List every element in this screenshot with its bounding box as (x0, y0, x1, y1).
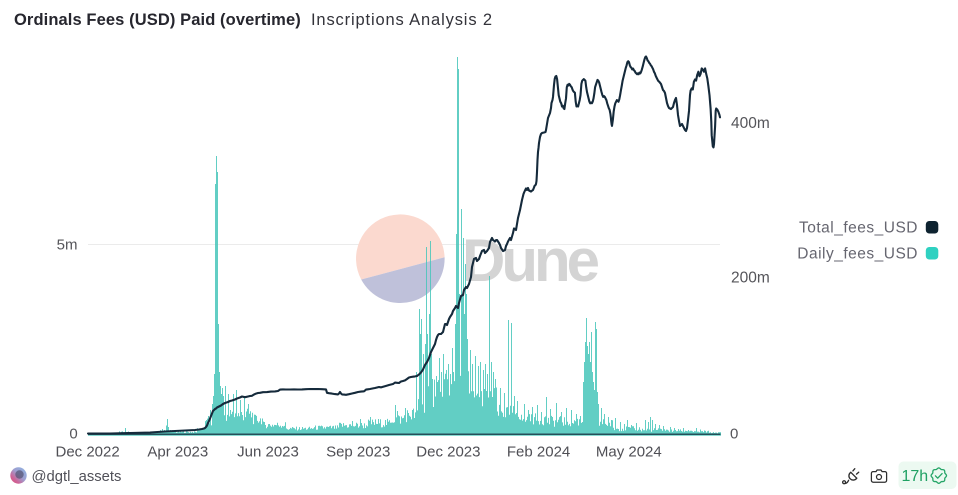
svg-text:Dec 2022: Dec 2022 (55, 444, 119, 461)
svg-text:Dec 2023: Dec 2023 (416, 444, 480, 461)
svg-text:Inscriptions Analysis 2: Inscriptions Analysis 2 (311, 11, 493, 29)
svg-text:Daily_fees_USD: Daily_fees_USD (797, 246, 918, 263)
svg-text:May 2024: May 2024 (596, 444, 662, 461)
svg-text:Ordinals Fees (USD) Paid (over: Ordinals Fees (USD) Paid (overtime) (14, 11, 301, 29)
svg-text:Sep 2023: Sep 2023 (326, 444, 390, 461)
svg-text:17h: 17h (902, 468, 929, 485)
svg-text:400m: 400m (731, 115, 770, 132)
svg-text:@dgtl_assets: @dgtl_assets (32, 469, 122, 485)
svg-text:Dune: Dune (462, 227, 599, 294)
svg-text:Apr 2023: Apr 2023 (147, 444, 208, 461)
svg-text:0: 0 (69, 426, 77, 443)
svg-text:5m: 5m (57, 237, 78, 254)
svg-text:Feb 2024: Feb 2024 (507, 444, 570, 461)
svg-text:200m: 200m (731, 270, 770, 287)
svg-text:Jun 2023: Jun 2023 (237, 444, 299, 461)
svg-text:0: 0 (730, 426, 738, 443)
svg-text:Total_fees_USD: Total_fees_USD (799, 220, 918, 237)
